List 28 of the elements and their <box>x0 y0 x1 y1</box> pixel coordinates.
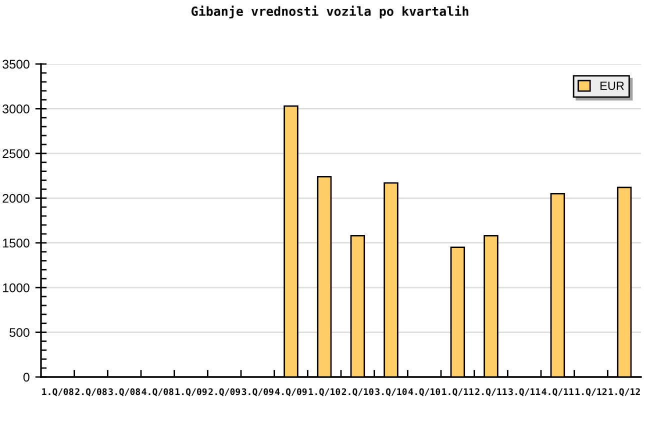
x-tick-label: 4.Q/09 <box>275 388 307 396</box>
x-tick-label: 2.Q/10 <box>342 388 374 396</box>
chart-title: Gibanje vrednosti vozila po kvartalih <box>191 6 468 18</box>
x-tick-label: 4.Q/11 <box>542 388 574 396</box>
x-tick-label: 3.Q/10 <box>375 388 407 396</box>
y-tick-label: 0 <box>23 372 30 382</box>
x-tick-label: 3.Q/08 <box>108 388 140 396</box>
x-tick-label: 1.Q/09 <box>176 388 207 396</box>
y-tick-label: 2500 <box>2 149 30 158</box>
x-tick-label: 1.Q/12 <box>576 388 607 396</box>
x-tick-label: 1.Q/11 <box>442 388 474 396</box>
x-tick-label: 1.Q/12 <box>608 388 640 396</box>
x-tick-label: 3.Q/09 <box>242 388 274 396</box>
x-tick-label: 2.Q/08 <box>75 388 107 396</box>
y-tick-label: 2000 <box>2 194 30 203</box>
legend-label: EUR <box>600 82 624 90</box>
y-tick-label: 500 <box>10 328 30 337</box>
y-tick-label: 1500 <box>3 238 30 248</box>
x-tick-label: 3.Q/11 <box>508 388 540 396</box>
x-tick-label: 4.Q/10 <box>408 388 440 396</box>
x-tick-label: 2.Q/11 <box>475 388 507 396</box>
x-tick-label: 1.Q/10 <box>308 388 340 396</box>
x-tick-label: 1.Q/08 <box>42 388 74 396</box>
y-tick-label: 3000 <box>2 104 30 114</box>
y-tick-label: 1000 <box>3 283 30 292</box>
x-tick-label: 4.Q/08 <box>142 388 174 396</box>
y-tick-label: 3500 <box>2 60 30 69</box>
x-tick-label: 2.Q/09 <box>208 388 240 396</box>
